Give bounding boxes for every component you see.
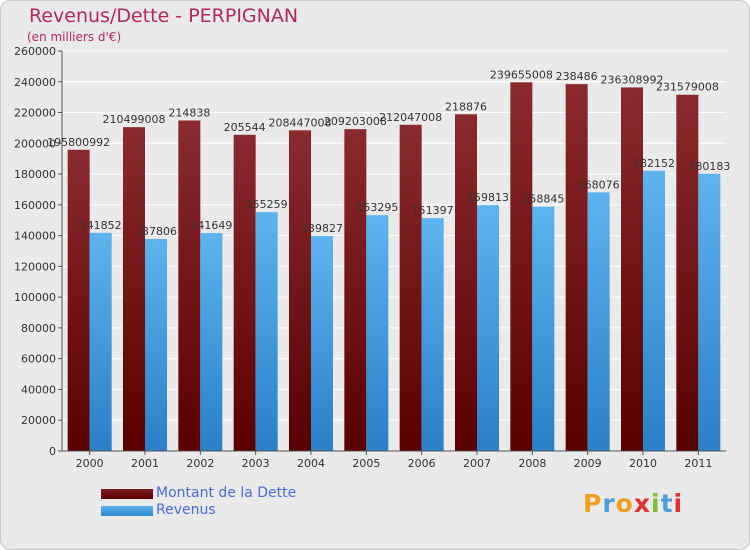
y-tick-label: 220000 xyxy=(14,107,56,120)
data-label-revenus-2006: 151397 xyxy=(412,204,454,217)
legend-label-dette: Montant de la Dette xyxy=(156,485,297,501)
data-label-revenus-2002: 141649 xyxy=(190,219,232,232)
bar-revenus-2008 xyxy=(532,206,555,451)
bar-dette-2011 xyxy=(676,94,699,452)
y-tick-label: 60000 xyxy=(21,353,56,366)
data-label-revenus-2003: 155259 xyxy=(246,198,288,211)
data-label-dette-2005: 209203008 xyxy=(324,115,387,128)
y-tick-label: 40000 xyxy=(21,383,56,396)
legend-swatch-dette xyxy=(101,489,153,499)
bar-dette-2002 xyxy=(178,120,201,451)
data-label-dette-2011: 231579008 xyxy=(656,81,719,94)
bar-revenus-2001 xyxy=(145,238,167,451)
y-tick-label: 200000 xyxy=(14,137,56,150)
y-tick-label: 0 xyxy=(49,445,56,458)
data-label-dette-2000: 195800992 xyxy=(47,136,110,149)
data-label-revenus-2011: 180183 xyxy=(688,160,730,173)
data-label-dette-2003: 205544 xyxy=(224,121,266,134)
bar-dette-2000 xyxy=(67,149,90,451)
legend-label-revenus: Revenus xyxy=(156,502,216,518)
bar-dette-2004 xyxy=(289,130,311,451)
data-label-revenus-2004: 139827 xyxy=(301,222,343,235)
chart-subtitle: (en milliers d'€) xyxy=(27,30,122,44)
x-tick-label-2008: 2008 xyxy=(518,457,546,470)
data-label-revenus-2008: 158845 xyxy=(522,193,564,206)
bar-dette-2009 xyxy=(565,84,588,452)
y-tick-label: 20000 xyxy=(21,414,56,427)
bar-revenus-2011 xyxy=(698,173,721,451)
data-label-dette-2007: 218876 xyxy=(445,100,487,113)
proxiti-logo: Proxiti xyxy=(583,489,684,518)
data-label-revenus-2010: 182152 xyxy=(633,157,675,170)
y-tick-label: 120000 xyxy=(14,260,56,273)
bar-dette-2007 xyxy=(455,114,477,451)
data-label-dette-2004: 208447008 xyxy=(269,116,332,129)
x-tick-label-2010: 2010 xyxy=(629,457,657,470)
bar-dette-2005 xyxy=(344,129,367,451)
bar-dette-2001 xyxy=(123,127,145,451)
data-label-dette-2008: 239655008 xyxy=(490,68,553,81)
bar-revenus-2006 xyxy=(421,218,444,451)
data-label-dette-2009: 238486 xyxy=(556,70,598,83)
data-label-revenus-2005: 153295 xyxy=(356,201,398,214)
data-label-revenus-2000: 141852 xyxy=(80,219,122,232)
chart-title: Revenus/Dette - PERPIGNAN xyxy=(29,5,299,27)
x-tick-label-2011: 2011 xyxy=(684,457,712,470)
x-tick-label-2000: 2000 xyxy=(76,457,104,470)
bar-revenus-2004 xyxy=(311,235,333,451)
data-label-revenus-2001: 137806 xyxy=(135,225,177,238)
data-label-revenus-2007: 159813 xyxy=(467,191,509,204)
y-tick-label: 180000 xyxy=(14,168,56,181)
bar-revenus-2000 xyxy=(89,232,112,451)
x-tick-label-2007: 2007 xyxy=(463,457,491,470)
bar-revenus-2010 xyxy=(643,170,665,451)
bar-revenus-2005 xyxy=(366,215,389,451)
bar-revenus-2007 xyxy=(477,205,499,451)
y-tick-label: 160000 xyxy=(14,199,56,212)
bar-revenus-2009 xyxy=(587,192,610,451)
x-tick-label-2009: 2009 xyxy=(574,457,602,470)
data-label-dette-2002: 214838 xyxy=(168,106,210,119)
data-label-revenus-2009: 168076 xyxy=(578,178,620,191)
x-tick-label-2001: 2001 xyxy=(131,457,159,470)
data-label-dette-2010: 236308992 xyxy=(601,73,664,86)
y-tick-label: 260000 xyxy=(14,45,56,58)
bar-dette-2010 xyxy=(621,87,643,452)
y-tick-label: 140000 xyxy=(14,230,56,243)
x-tick-label-2003: 2003 xyxy=(242,457,270,470)
x-tick-label-2006: 2006 xyxy=(408,457,436,470)
bar-dette-2003 xyxy=(233,134,256,452)
y-tick-label: 240000 xyxy=(14,76,56,89)
x-tick-label-2002: 2002 xyxy=(186,457,214,470)
x-tick-label-2004: 2004 xyxy=(297,457,325,470)
y-tick-label: 80000 xyxy=(21,322,56,335)
bar-revenus-2002 xyxy=(200,233,223,451)
data-label-dette-2006: 212047008 xyxy=(379,111,442,124)
x-tick-label-2005: 2005 xyxy=(352,457,380,470)
bar-dette-2008 xyxy=(510,82,533,452)
data-label-dette-2001: 210499008 xyxy=(103,113,166,126)
legend-swatch-revenus xyxy=(101,506,153,516)
y-tick-label: 100000 xyxy=(14,291,56,304)
bar-dette-2006 xyxy=(399,124,422,451)
bar-revenus-2003 xyxy=(255,212,278,451)
